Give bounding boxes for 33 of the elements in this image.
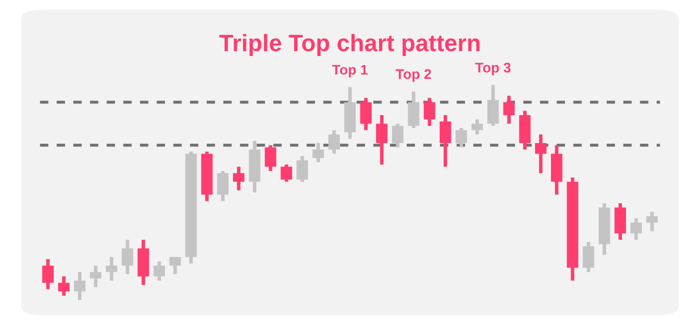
candlestick [376,115,388,165]
annotation: Top 3 [475,62,511,76]
candlestick [232,166,244,190]
candlestick [264,145,276,171]
candlestick [424,98,436,126]
candlestick [646,212,658,232]
chart-title: Triple Top chart pattern [219,34,480,56]
candlestick [217,171,229,202]
candlestick [296,156,308,182]
annotation: Top 2 [396,69,432,82]
candlestick [392,124,404,148]
candlestick [280,164,292,182]
candlestick [74,272,86,300]
candlestick [503,96,515,124]
candlestick [328,130,340,154]
candlestick [440,115,452,167]
candlestick [471,119,483,134]
candlestick [42,259,54,290]
candlestick [58,276,70,296]
candlestick [122,240,134,274]
candlestick [456,128,468,148]
candlestick [154,261,165,281]
candlestick [90,266,102,288]
candlestick [535,134,546,174]
candlestick [169,257,181,274]
candlestick [312,143,324,162]
candlestick [582,242,594,272]
candlestick [630,218,642,240]
candlestick [360,98,372,130]
annotation: Top 1 [332,64,368,78]
candlestick [106,257,118,281]
candlestick [487,85,499,126]
candlestick [408,91,420,128]
